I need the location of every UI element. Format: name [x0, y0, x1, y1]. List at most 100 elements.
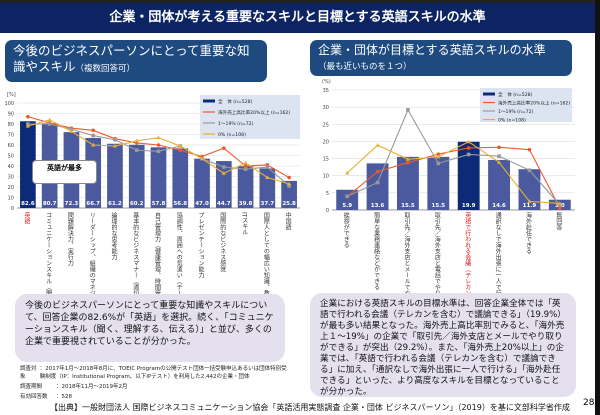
bar-value-label: 15.5 — [432, 203, 446, 209]
footnote-label: 調査対象 — [20, 366, 37, 380]
series-point — [156, 135, 161, 140]
series-point — [91, 142, 96, 147]
y-tick-label: 0 — [11, 206, 14, 212]
series-point — [178, 143, 183, 148]
bar — [215, 161, 232, 208]
series-point — [345, 194, 349, 199]
right-title-text: 企業・団体が目標とする英語スキルの水準 — [318, 43, 546, 57]
series-point — [178, 148, 183, 153]
series-point — [134, 138, 139, 143]
series-point — [527, 168, 532, 173]
y-tick-label: 5 — [326, 191, 329, 197]
series-point — [222, 165, 226, 169]
x-category-label: 無回答 — [554, 212, 562, 230]
series-point — [221, 171, 226, 175]
series-point — [375, 169, 380, 174]
y-axis-unit: [%] — [7, 92, 16, 98]
series-point — [497, 145, 501, 150]
x-category-label: 英語 — [22, 212, 30, 224]
bar — [488, 159, 510, 210]
y-tick-label: 50 — [8, 154, 14, 160]
footnote-label: 調査期間 — [20, 384, 43, 390]
left-title-text: 今後のビジネスパーソンにとって重要な知識やスキル — [13, 43, 250, 74]
bar-value-label: 47.0 — [195, 201, 209, 207]
series-point — [557, 201, 562, 205]
bar — [237, 166, 254, 208]
series-point — [134, 148, 139, 153]
bar — [397, 156, 419, 210]
series-point — [26, 114, 30, 119]
series-point — [466, 146, 471, 150]
x-category-label: コミュニケーションスキル（聞く、理解する、伝える） — [44, 212, 52, 362]
series-point — [265, 165, 270, 169]
bar-value-label: 57.8 — [152, 201, 166, 207]
series-point — [112, 143, 117, 148]
series-point — [243, 167, 248, 171]
bar — [107, 143, 123, 208]
bar — [128, 144, 145, 208]
x-category-label: 海外赴任できる — [524, 212, 532, 254]
y-tick-label: 20 — [323, 139, 329, 145]
bar — [194, 158, 210, 208]
x-category-label: 国際人としての幅広い知識、教養 — [262, 212, 270, 302]
x-category-label: 通訳なしで海外出張に一人で行ける — [494, 212, 502, 308]
series-point — [527, 199, 532, 203]
series-point — [156, 149, 161, 154]
bar-value-label: 13.6 — [371, 203, 385, 209]
y-tick-label: 30 — [323, 105, 329, 111]
series-point — [69, 129, 74, 133]
bar-value-label: 60.2 — [130, 201, 144, 207]
x-category-label: 問題解決力、実行力 — [66, 212, 74, 266]
series-point — [527, 147, 532, 152]
y-tick-label: 90 — [8, 112, 14, 118]
x-category-label: 協調性、周囲への気遣い（チームワーク） — [175, 212, 183, 326]
series-point — [156, 143, 161, 147]
series-point — [265, 175, 270, 180]
bar-value-label: 80.7 — [43, 201, 57, 207]
bar — [518, 169, 541, 210]
bar-value-label: 37.7 — [261, 201, 275, 207]
x-category-label: 英語で行われる会議（テレカンを含む）で議論できる — [463, 212, 471, 356]
series-point — [497, 160, 502, 164]
source-citation: 【出典】一般財団法人 国際ビジネスコミュニケーション協会「英語活用実態調査 企業… — [50, 403, 570, 412]
x-category-label: 挨拶ができる — [342, 212, 350, 248]
bar-value-label: 44.7 — [217, 201, 231, 207]
y-tick-label: 0 — [326, 208, 329, 214]
bar-value-label: 11.9 — [523, 203, 537, 209]
bar-value-label: 66.7 — [86, 201, 100, 207]
series-point — [243, 164, 248, 168]
series-point — [47, 117, 52, 122]
y-tick-label: 100 — [4, 101, 14, 107]
x-category-label: プレゼンテーション能力 — [197, 212, 205, 278]
series-point — [25, 123, 30, 128]
legend-label: 1～19% (n=72) — [498, 109, 534, 115]
series-line — [346, 141, 560, 205]
footnote-responses: 有効回答数 ：528 — [20, 392, 72, 400]
page-number: 28 — [583, 398, 595, 408]
series-point — [558, 206, 562, 210]
series-point — [243, 160, 248, 165]
y-tick-label: 40 — [8, 164, 14, 170]
bar — [366, 163, 389, 210]
legend-label: 1～19% (n=72) — [218, 121, 254, 127]
bar-value-label: 15.5 — [401, 203, 415, 209]
series-point — [406, 108, 410, 112]
bar-value-label: 82.6 — [21, 201, 35, 207]
legend — [200, 95, 300, 139]
right-subtitle: （最も近いものを１つ） — [318, 62, 412, 72]
y-tick-label: 10 — [8, 196, 14, 202]
y-tick-label: 30 — [8, 175, 14, 181]
x-category-label: 国際的なビジネス感覚 — [218, 212, 226, 272]
x-category-label: 取引先／海外支店と電話でやり取りができる — [433, 212, 441, 332]
series-point — [113, 137, 117, 142]
y-tick-label: 20 — [8, 185, 14, 191]
bar — [336, 189, 359, 210]
bar-value-label: 14.6 — [492, 203, 506, 209]
x-category-label: ITスキル — [240, 212, 248, 236]
series-point — [375, 180, 380, 185]
bar — [427, 156, 450, 210]
x-category-label: 基本的なビジネスマナー（適切な言葉遣い、立居振舞） — [131, 212, 139, 362]
y-tick-label: 15 — [323, 157, 329, 163]
series-point — [436, 161, 441, 166]
footnote-value: ：528 — [56, 394, 72, 400]
